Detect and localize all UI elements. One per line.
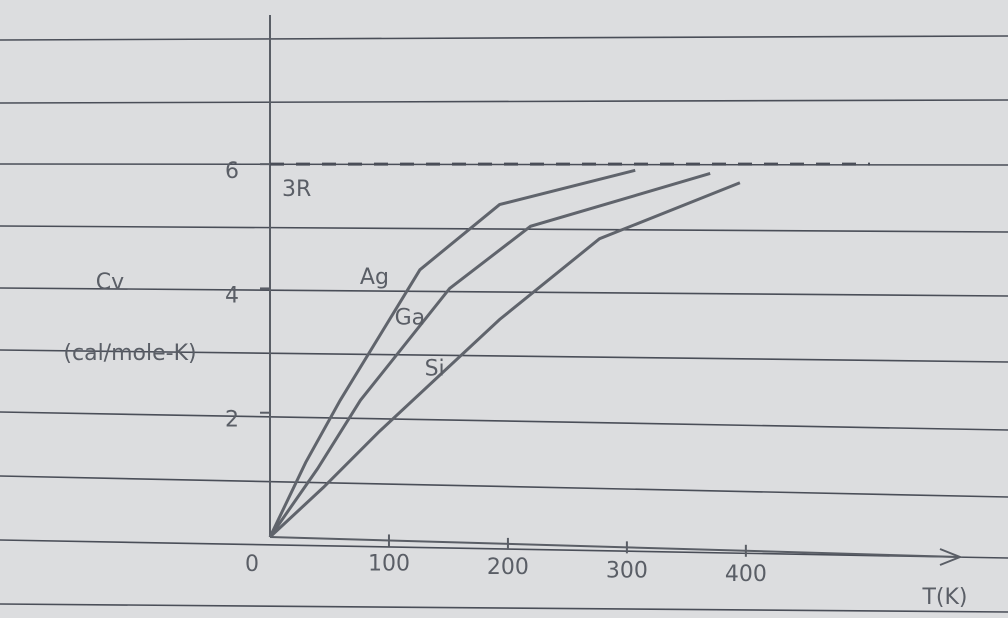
paper [0,0,1008,618]
y-tick-label: 2 [225,408,239,433]
reference-label: 3R [282,177,311,202]
x-axis-label: T(K) [921,585,967,610]
x-tick-label: 400 [725,562,767,587]
series-label: Si [425,357,445,382]
y-tick-label: 6 [225,159,239,184]
y-axis-label: Cv [96,270,124,295]
x-tick-label: 300 [606,558,648,583]
x-tick-label: 100 [368,551,410,576]
y-axis-unit: (cal/mole-K) [63,341,196,366]
x-tick-label: 200 [487,555,529,580]
chart: Cv (cal/mole-K) T(K) 0 100 200 300 400 2 4 6 3R A… [0,0,1008,618]
series-label: Ag [360,265,389,290]
x-tick-label: 0 [245,552,259,577]
series-label: Ga [395,305,426,330]
y-tick-label: 4 [225,283,239,308]
